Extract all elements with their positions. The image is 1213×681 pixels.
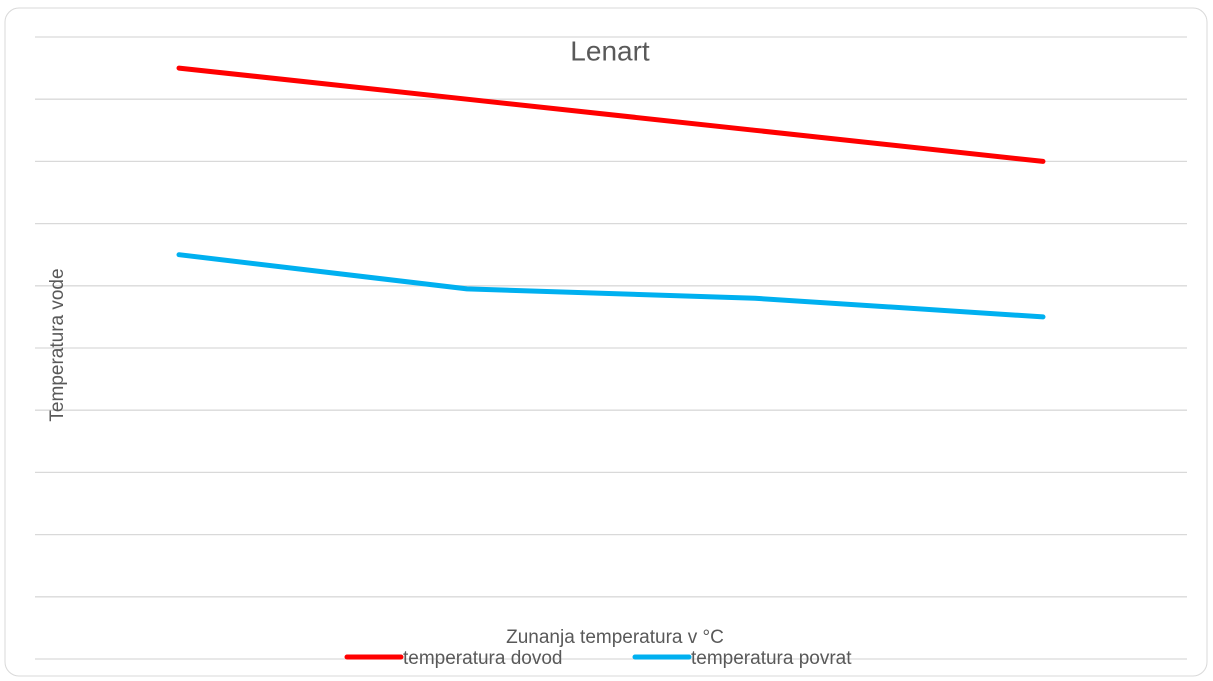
line-series xyxy=(176,252,1046,320)
x-axis-label: Zunanja temperatura v °C xyxy=(506,627,724,648)
legend-label: temperatura dovod xyxy=(403,648,563,669)
y-axis-label: Temperatura vode xyxy=(47,268,68,421)
line-series xyxy=(176,65,1046,164)
chart-title: Lenart xyxy=(570,35,650,66)
legend-label: temperatura povrat xyxy=(691,648,852,669)
chart-border xyxy=(4,7,1208,677)
